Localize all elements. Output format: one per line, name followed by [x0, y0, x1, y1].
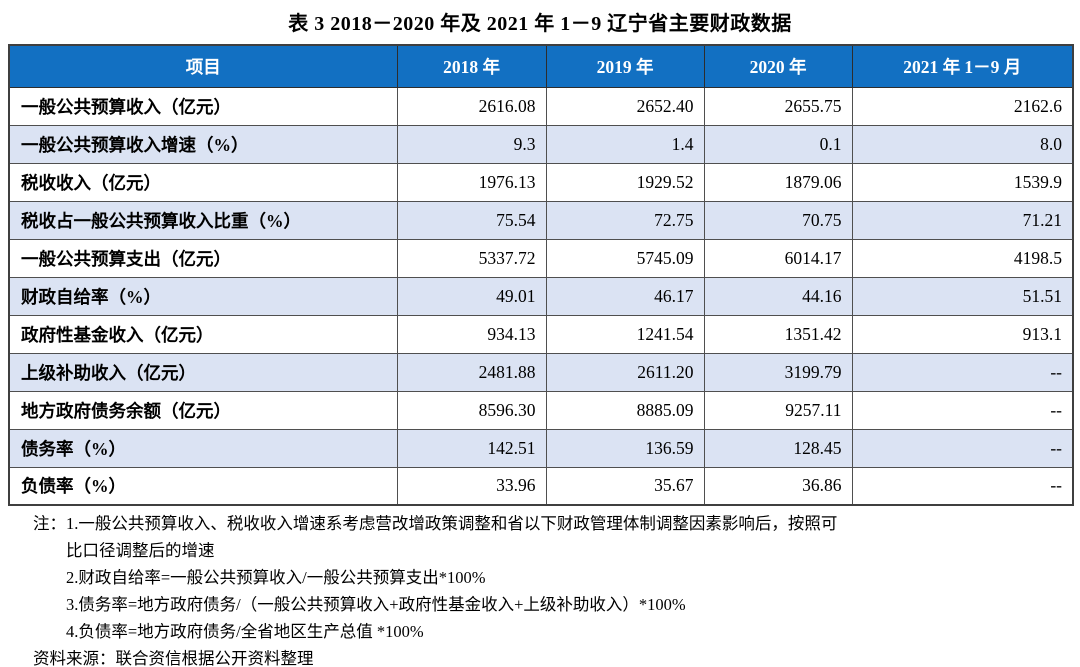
- cell-value: 72.75: [545, 200, 705, 240]
- row-label: 债务率（%）: [8, 428, 398, 468]
- cell-value: --: [851, 466, 1074, 506]
- cell-value: 1351.42: [703, 314, 853, 354]
- cell-value: 2611.20: [545, 352, 705, 392]
- row-label: 一般公共预算支出（亿元）: [8, 238, 398, 278]
- table-row: 地方政府债务余额（亿元） 8596.30 8885.09 9257.11 --: [8, 390, 1074, 430]
- cell-value: 51.51: [851, 276, 1074, 316]
- column-header-4: 2021 年 1－9 月: [851, 44, 1074, 88]
- cell-value: 36.86: [703, 466, 853, 506]
- cell-value: --: [851, 352, 1074, 392]
- table-header-row: 项目 2018 年 2019 年 2020 年 2021 年 1－9 月: [8, 44, 1074, 88]
- table-row: 政府性基金收入（亿元） 934.13 1241.54 1351.42 913.1: [8, 314, 1074, 354]
- row-label: 税收收入（亿元）: [8, 162, 398, 202]
- cell-value: 1879.06: [703, 162, 853, 202]
- cell-value: 1241.54: [545, 314, 705, 354]
- cell-value: 8.0: [851, 124, 1074, 164]
- row-label: 上级补助收入（亿元）: [8, 352, 398, 392]
- cell-value: 1929.52: [545, 162, 705, 202]
- row-label: 税收占一般公共预算收入比重（%）: [8, 200, 398, 240]
- table-row: 税收占一般公共预算收入比重（%） 75.54 72.75 70.75 71.21: [8, 200, 1074, 240]
- cell-value: --: [851, 428, 1074, 468]
- cell-value: 44.16: [703, 276, 853, 316]
- cell-value: 4198.5: [851, 238, 1074, 278]
- cell-value: 2652.40: [545, 86, 705, 126]
- cell-value: 934.13: [396, 314, 547, 354]
- cell-value: 2162.6: [851, 86, 1074, 126]
- cell-value: 9257.11: [703, 390, 853, 430]
- cell-value: 1539.9: [851, 162, 1074, 202]
- source-line: 资料来源：联合资信根据公开资料整理: [33, 649, 314, 667]
- fiscal-data-table: 项目 2018 年 2019 年 2020 年 2021 年 1－9 月 一般公共预算收…: [8, 44, 1074, 506]
- note-line: 比口径调整后的增速: [66, 541, 215, 560]
- cell-value: 46.17: [545, 276, 705, 316]
- cell-value: 2481.88: [396, 352, 547, 392]
- table-row: 财政自给率（%） 49.01 46.17 44.16 51.51: [8, 276, 1074, 316]
- row-label: 政府性基金收入（亿元）: [8, 314, 398, 354]
- cell-value: 128.45: [703, 428, 853, 468]
- table-row: 债务率（%） 142.51 136.59 128.45 --: [8, 428, 1074, 468]
- table-row: 一般公共预算收入（亿元） 2616.08 2652.40 2655.75 2162.6: [8, 86, 1074, 126]
- cell-value: 142.51: [396, 428, 547, 468]
- cell-value: 1976.13: [396, 162, 547, 202]
- note-line: 2.财政自给率=一般公共预算收入/一般公共预算支出*100%: [66, 568, 486, 587]
- cell-value: 3199.79: [703, 352, 853, 392]
- table-row: 上级补助收入（亿元） 2481.88 2611.20 3199.79 --: [8, 352, 1074, 392]
- cell-value: 6014.17: [703, 238, 853, 278]
- cell-value: 913.1: [851, 314, 1074, 354]
- table-row: 一般公共预算支出（亿元） 5337.72 5745.09 6014.17 4198.5: [8, 238, 1074, 278]
- cell-value: --: [851, 390, 1074, 430]
- cell-value: 35.67: [545, 466, 705, 506]
- cell-value: 9.3: [396, 124, 547, 164]
- cell-value: 70.75: [703, 200, 853, 240]
- note-line: 3.债务率=地方政府债务/（一般公共预算收入+政府性基金收入+上级补助收入）*1…: [66, 595, 686, 614]
- table-row: 税收收入（亿元） 1976.13 1929.52 1879.06 1539.9: [8, 162, 1074, 202]
- column-header-3: 2020 年: [703, 44, 853, 88]
- row-label: 负债率（%）: [8, 466, 398, 506]
- note-line: 4.负债率=地方政府债务/全省地区生产总值 *100%: [66, 622, 424, 641]
- row-label: 地方政府债务余额（亿元）: [8, 390, 398, 430]
- column-header-1: 2018 年: [396, 44, 547, 88]
- cell-value: 33.96: [396, 466, 547, 506]
- column-header-0: 项目: [8, 44, 398, 88]
- cell-value: 71.21: [851, 200, 1074, 240]
- note-line: 注：1.一般公共预算收入、税收收入增速系考虑营改增政策调整和省以下财政管理体制调…: [33, 514, 838, 533]
- cell-value: 8596.30: [396, 390, 547, 430]
- row-label: 一般公共预算收入增速（%）: [8, 124, 398, 164]
- cell-value: 5745.09: [545, 238, 705, 278]
- cell-value: 1.4: [545, 124, 705, 164]
- cell-value: 136.59: [545, 428, 705, 468]
- table-row: 一般公共预算收入增速（%） 9.3 1.4 0.1 8.0: [8, 124, 1074, 164]
- cell-value: 2655.75: [703, 86, 853, 126]
- table-title: 表 3 2018－2020 年及 2021 年 1－9 辽宁省主要财政数据: [288, 13, 792, 35]
- cell-value: 2616.08: [396, 86, 547, 126]
- row-label: 财政自给率（%）: [8, 276, 398, 316]
- cell-value: 8885.09: [545, 390, 705, 430]
- cell-value: 75.54: [396, 200, 547, 240]
- notes-block: 注：1.一般公共预算收入、税收收入增速系考虑营改增政策调整和省以下财政管理体制调…: [0, 510, 1080, 645]
- table-row: 负债率（%） 33.96 35.67 36.86 --: [8, 466, 1074, 506]
- cell-value: 0.1: [703, 124, 853, 164]
- cell-value: 5337.72: [396, 238, 547, 278]
- column-header-2: 2019 年: [545, 44, 705, 88]
- cell-value: 49.01: [396, 276, 547, 316]
- row-label: 一般公共预算收入（亿元）: [8, 86, 398, 126]
